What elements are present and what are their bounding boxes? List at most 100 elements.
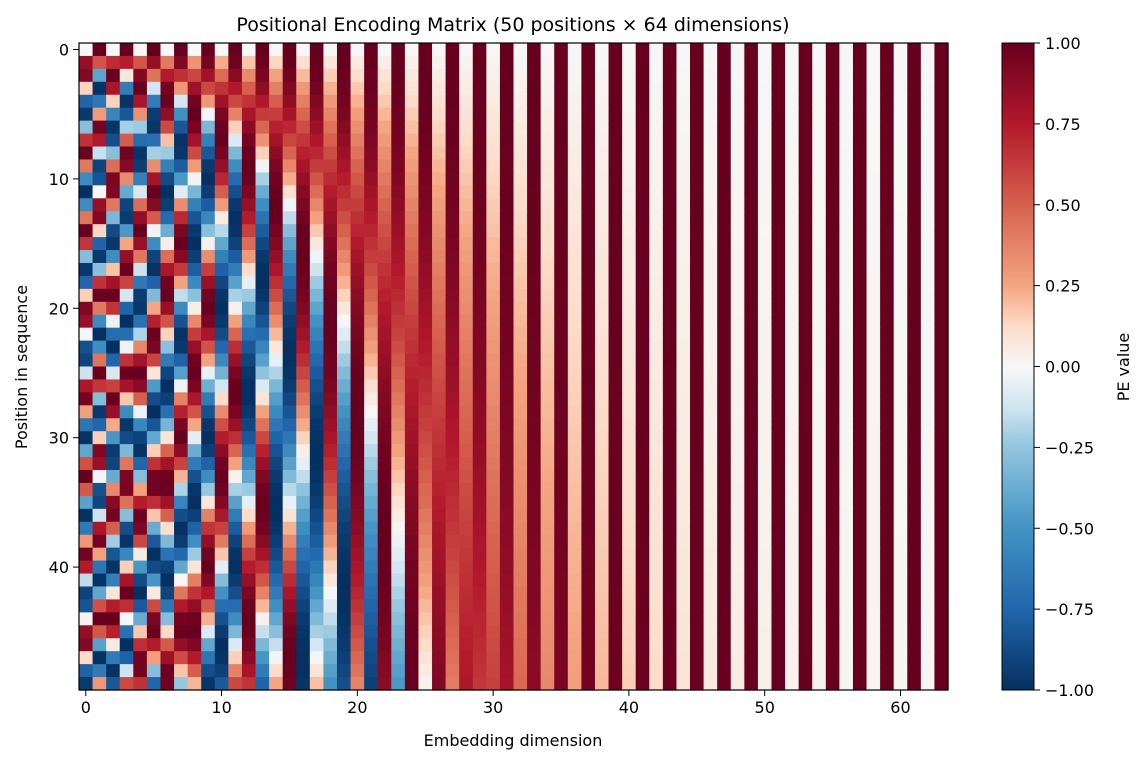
heatmap-cell	[445, 470, 460, 484]
heatmap-cell	[309, 495, 325, 510]
heatmap-cell	[404, 340, 420, 355]
heatmap-cell	[201, 288, 216, 303]
heatmap-cell	[635, 495, 650, 510]
heatmap-cell	[146, 275, 162, 290]
heatmap-cell	[527, 534, 542, 549]
heatmap-cell	[907, 327, 922, 342]
heatmap-cell	[635, 392, 650, 406]
heatmap-cell	[893, 262, 908, 277]
heatmap-cell	[798, 560, 813, 575]
heatmap-cell	[309, 353, 325, 368]
heatmap-cell	[119, 431, 134, 445]
heatmap-cell	[336, 625, 352, 639]
y-tick-label: 0	[59, 40, 69, 59]
heatmap-cell	[744, 353, 759, 368]
heatmap-cell	[825, 107, 840, 122]
heatmap-cell	[201, 133, 216, 148]
heatmap-cell	[581, 573, 596, 588]
heatmap-cell	[160, 482, 175, 497]
heatmap-cell	[119, 664, 134, 678]
heatmap-cell	[554, 677, 569, 691]
heatmap-cell	[228, 521, 243, 536]
heatmap-cell	[866, 379, 881, 393]
heatmap-cell	[839, 81, 854, 96]
heatmap-cell	[187, 379, 202, 393]
heatmap-cell	[757, 55, 773, 70]
heatmap-cell	[472, 444, 487, 458]
heatmap-cell	[79, 198, 94, 212]
heatmap-cell	[146, 638, 162, 652]
heatmap-cell	[771, 172, 786, 186]
heatmap-cell	[540, 418, 555, 432]
heatmap-cell	[934, 431, 949, 445]
heatmap-cell	[336, 146, 352, 161]
heatmap-cell	[418, 237, 433, 251]
heatmap-cell	[880, 392, 895, 406]
heatmap-cell	[79, 625, 94, 639]
heatmap-cell	[241, 651, 257, 665]
heatmap-cell	[554, 560, 569, 575]
heatmap-cell	[119, 159, 134, 173]
heatmap-cell	[757, 224, 773, 238]
heatmap-cell	[825, 314, 840, 329]
heatmap-cell	[255, 560, 270, 575]
heatmap-cell	[527, 340, 542, 355]
heatmap-cell	[364, 224, 379, 238]
heatmap-cell	[649, 431, 664, 445]
heatmap-cell	[608, 262, 623, 277]
heatmap-cell	[825, 457, 840, 471]
heatmap-cell	[336, 379, 352, 393]
heatmap-cell	[812, 237, 827, 251]
heatmap-cell	[852, 353, 868, 368]
heatmap-cell	[622, 314, 637, 329]
heatmap-cell	[187, 392, 202, 406]
heatmap-cell	[106, 573, 121, 588]
heatmap-cell	[567, 560, 582, 575]
heatmap-cell	[214, 353, 229, 368]
heatmap-cell	[364, 482, 379, 497]
heatmap-cell	[391, 120, 406, 135]
heatmap-cell	[404, 55, 420, 70]
heatmap-cell	[282, 262, 297, 277]
heatmap-cell	[649, 418, 664, 432]
heatmap-cell	[391, 599, 406, 613]
heatmap-cell	[364, 379, 379, 393]
heatmap-cell	[241, 340, 257, 355]
heatmap-cell	[228, 327, 243, 342]
heatmap-cell	[907, 379, 922, 393]
x-tick-label: 0	[81, 698, 91, 717]
heatmap-cell	[635, 327, 650, 342]
heatmap-cell	[622, 237, 637, 251]
heatmap-cell	[336, 262, 352, 277]
heatmap-cell	[296, 250, 311, 264]
heatmap-cell	[364, 586, 379, 601]
heatmap-cell	[486, 560, 501, 575]
heatmap-cell	[893, 314, 908, 329]
heatmap-cell	[79, 288, 94, 303]
heatmap-cell	[662, 301, 678, 316]
heatmap-cell	[228, 444, 243, 458]
heatmap-cell	[432, 340, 447, 355]
heatmap-cell	[133, 250, 148, 264]
heatmap-cell	[309, 547, 325, 562]
heatmap-cell	[622, 586, 637, 601]
heatmap-cell	[513, 314, 528, 329]
heatmap-cell	[445, 573, 460, 588]
heatmap-cell	[296, 327, 311, 342]
heatmap-cell	[241, 431, 257, 445]
heatmap-cell	[690, 340, 705, 355]
heatmap-cell	[323, 379, 338, 393]
heatmap-cell	[201, 534, 216, 549]
heatmap-cell	[567, 612, 582, 626]
heatmap-cell	[798, 43, 813, 57]
heatmap-cell	[744, 120, 759, 135]
heatmap-cell	[146, 444, 162, 458]
heatmap-cell	[364, 211, 379, 225]
heatmap-cell	[690, 237, 705, 251]
heatmap-cell	[594, 146, 610, 161]
heatmap-cell	[893, 146, 908, 161]
heatmap-cell	[893, 120, 908, 135]
heatmap-cell	[676, 120, 691, 135]
heatmap-cell	[160, 185, 175, 199]
heatmap-cell	[825, 418, 840, 432]
